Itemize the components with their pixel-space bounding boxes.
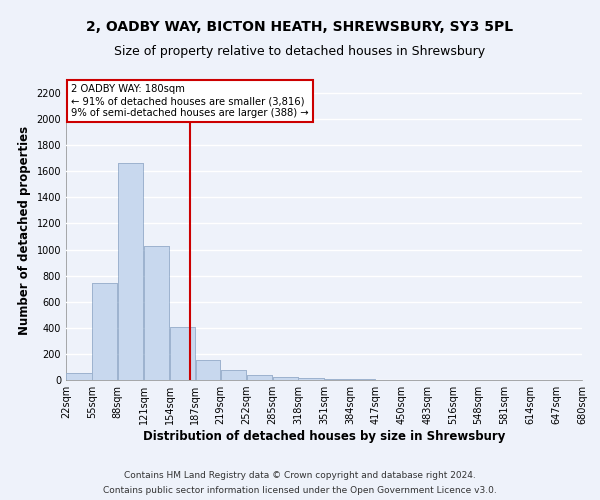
Text: Contains HM Land Registry data © Crown copyright and database right 2024.: Contains HM Land Registry data © Crown c… [124,471,476,480]
Bar [247,375,272,380]
Bar [144,246,169,380]
Bar [170,326,195,380]
Bar [92,284,118,380]
Bar [144,246,169,380]
Bar [325,378,350,380]
Bar [247,375,272,380]
Bar [118,164,143,380]
Text: 2, OADBY WAY, BICTON HEATH, SHREWSBURY, SY3 5PL: 2, OADBY WAY, BICTON HEATH, SHREWSBURY, … [86,20,514,34]
Bar [325,378,350,380]
Bar [221,370,246,380]
Bar [221,370,246,380]
Bar [272,376,298,380]
Bar [298,378,323,380]
Bar [272,376,298,380]
Bar [196,360,220,380]
Text: Contains public sector information licensed under the Open Government Licence v3: Contains public sector information licen… [103,486,497,495]
Bar [298,378,323,380]
Bar [170,326,195,380]
Text: Size of property relative to detached houses in Shrewsbury: Size of property relative to detached ho… [115,45,485,58]
Bar [67,374,92,380]
Bar [67,374,92,380]
Y-axis label: Number of detached properties: Number of detached properties [18,126,31,334]
X-axis label: Distribution of detached houses by size in Shrewsbury: Distribution of detached houses by size … [143,430,505,443]
Bar [196,360,220,380]
Text: 2 OADBY WAY: 180sqm
← 91% of detached houses are smaller (3,816)
9% of semi-deta: 2 OADBY WAY: 180sqm ← 91% of detached ho… [71,84,309,117]
Bar [92,284,118,380]
Bar [118,164,143,380]
